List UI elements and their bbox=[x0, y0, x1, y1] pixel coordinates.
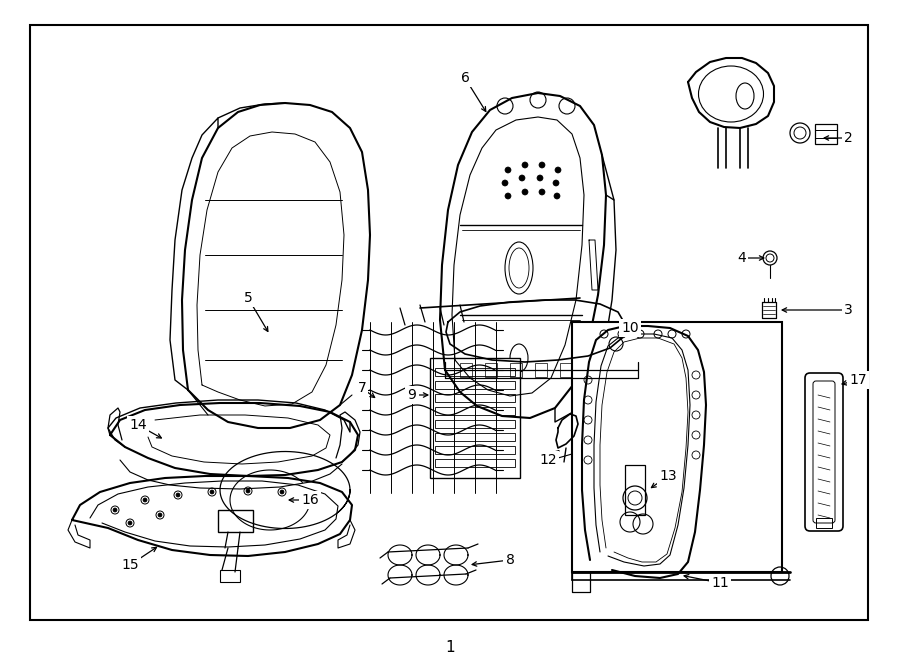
Circle shape bbox=[553, 180, 559, 186]
Bar bbox=[220, 570, 240, 582]
Text: 16: 16 bbox=[302, 493, 319, 507]
Bar bbox=[535, 363, 547, 377]
Circle shape bbox=[505, 167, 511, 173]
Text: 9: 9 bbox=[408, 388, 417, 402]
Bar bbox=[435, 407, 515, 415]
Circle shape bbox=[502, 180, 508, 186]
Bar bbox=[460, 363, 472, 377]
Bar bbox=[435, 433, 515, 441]
Text: 12: 12 bbox=[539, 453, 557, 467]
Text: 17: 17 bbox=[850, 373, 867, 387]
Bar bbox=[435, 459, 515, 467]
Text: 2: 2 bbox=[843, 131, 852, 145]
Bar bbox=[435, 368, 515, 376]
Circle shape bbox=[505, 193, 511, 199]
Circle shape bbox=[539, 189, 545, 195]
Bar bbox=[435, 420, 515, 428]
Bar bbox=[610, 363, 622, 377]
Circle shape bbox=[143, 498, 147, 502]
FancyBboxPatch shape bbox=[805, 373, 843, 531]
Bar bbox=[585, 363, 597, 377]
Bar bbox=[572, 322, 782, 572]
Bar bbox=[816, 518, 832, 528]
Text: 10: 10 bbox=[621, 321, 639, 335]
Bar bbox=[485, 363, 497, 377]
Text: 1: 1 bbox=[446, 641, 454, 656]
Circle shape bbox=[555, 167, 561, 173]
Text: 5: 5 bbox=[244, 291, 252, 305]
Circle shape bbox=[280, 490, 284, 494]
Circle shape bbox=[310, 496, 314, 500]
Circle shape bbox=[176, 493, 180, 497]
Circle shape bbox=[519, 175, 525, 181]
Bar bbox=[435, 381, 515, 389]
Circle shape bbox=[522, 162, 528, 168]
Circle shape bbox=[539, 162, 545, 168]
Bar bbox=[560, 363, 572, 377]
Bar bbox=[430, 358, 520, 478]
Circle shape bbox=[554, 193, 560, 199]
Circle shape bbox=[128, 521, 132, 525]
Text: 14: 14 bbox=[130, 418, 147, 432]
Text: 15: 15 bbox=[122, 558, 139, 572]
Circle shape bbox=[522, 189, 528, 195]
Text: 7: 7 bbox=[357, 381, 366, 395]
Circle shape bbox=[537, 175, 543, 181]
Bar bbox=[510, 363, 522, 377]
Bar bbox=[435, 394, 515, 402]
Bar bbox=[815, 124, 837, 144]
Bar bbox=[435, 446, 515, 454]
Bar bbox=[625, 465, 645, 515]
Text: 13: 13 bbox=[659, 469, 677, 483]
Circle shape bbox=[210, 490, 214, 494]
Text: 6: 6 bbox=[461, 71, 470, 85]
Text: 8: 8 bbox=[506, 553, 515, 567]
Text: 11: 11 bbox=[711, 576, 729, 590]
Text: 4: 4 bbox=[738, 251, 746, 265]
Text: 3: 3 bbox=[843, 303, 852, 317]
Circle shape bbox=[158, 513, 162, 517]
Bar bbox=[218, 510, 253, 532]
Circle shape bbox=[113, 508, 117, 512]
Circle shape bbox=[246, 489, 250, 493]
